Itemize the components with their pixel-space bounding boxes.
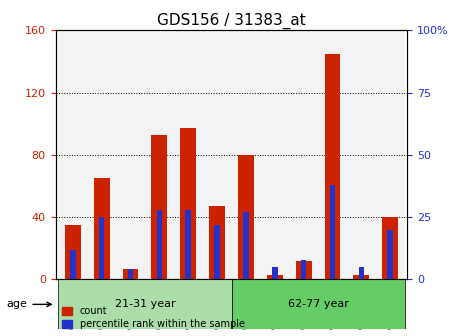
Text: 21-31 year: 21-31 year bbox=[115, 299, 175, 309]
Bar bbox=[186, 210, 191, 280]
Bar bbox=[88, 30, 116, 280]
Bar bbox=[180, 128, 196, 280]
Bar bbox=[99, 217, 105, 280]
Bar bbox=[325, 54, 340, 280]
Bar bbox=[65, 225, 81, 280]
Bar bbox=[151, 135, 167, 280]
Bar bbox=[272, 267, 277, 280]
Bar bbox=[145, 30, 174, 280]
Bar bbox=[232, 30, 260, 280]
FancyBboxPatch shape bbox=[58, 280, 232, 329]
Text: 62-77 year: 62-77 year bbox=[288, 299, 349, 309]
Bar bbox=[289, 30, 318, 280]
Bar bbox=[260, 30, 289, 280]
Bar bbox=[123, 268, 138, 280]
Bar bbox=[358, 267, 364, 280]
Bar bbox=[203, 30, 232, 280]
Bar bbox=[267, 275, 283, 280]
Bar bbox=[116, 30, 145, 280]
Legend: count, percentile rank within the sample: count, percentile rank within the sample bbox=[60, 304, 247, 331]
Bar bbox=[388, 229, 393, 280]
Bar bbox=[382, 217, 398, 280]
Bar bbox=[70, 250, 75, 280]
Bar bbox=[296, 261, 312, 280]
Bar bbox=[58, 30, 88, 280]
Bar bbox=[156, 210, 162, 280]
Bar bbox=[238, 155, 254, 280]
Bar bbox=[209, 206, 225, 280]
Text: age: age bbox=[6, 299, 51, 309]
Bar bbox=[128, 269, 133, 280]
Bar bbox=[174, 30, 203, 280]
Bar bbox=[243, 212, 249, 280]
Bar bbox=[301, 259, 307, 280]
Bar bbox=[214, 224, 220, 280]
Bar bbox=[353, 275, 369, 280]
Bar bbox=[94, 178, 110, 280]
FancyBboxPatch shape bbox=[232, 280, 405, 329]
Title: GDS156 / 31383_at: GDS156 / 31383_at bbox=[157, 13, 306, 29]
Bar bbox=[330, 185, 335, 280]
Bar bbox=[375, 30, 405, 280]
Bar bbox=[347, 30, 375, 280]
Bar bbox=[318, 30, 347, 280]
